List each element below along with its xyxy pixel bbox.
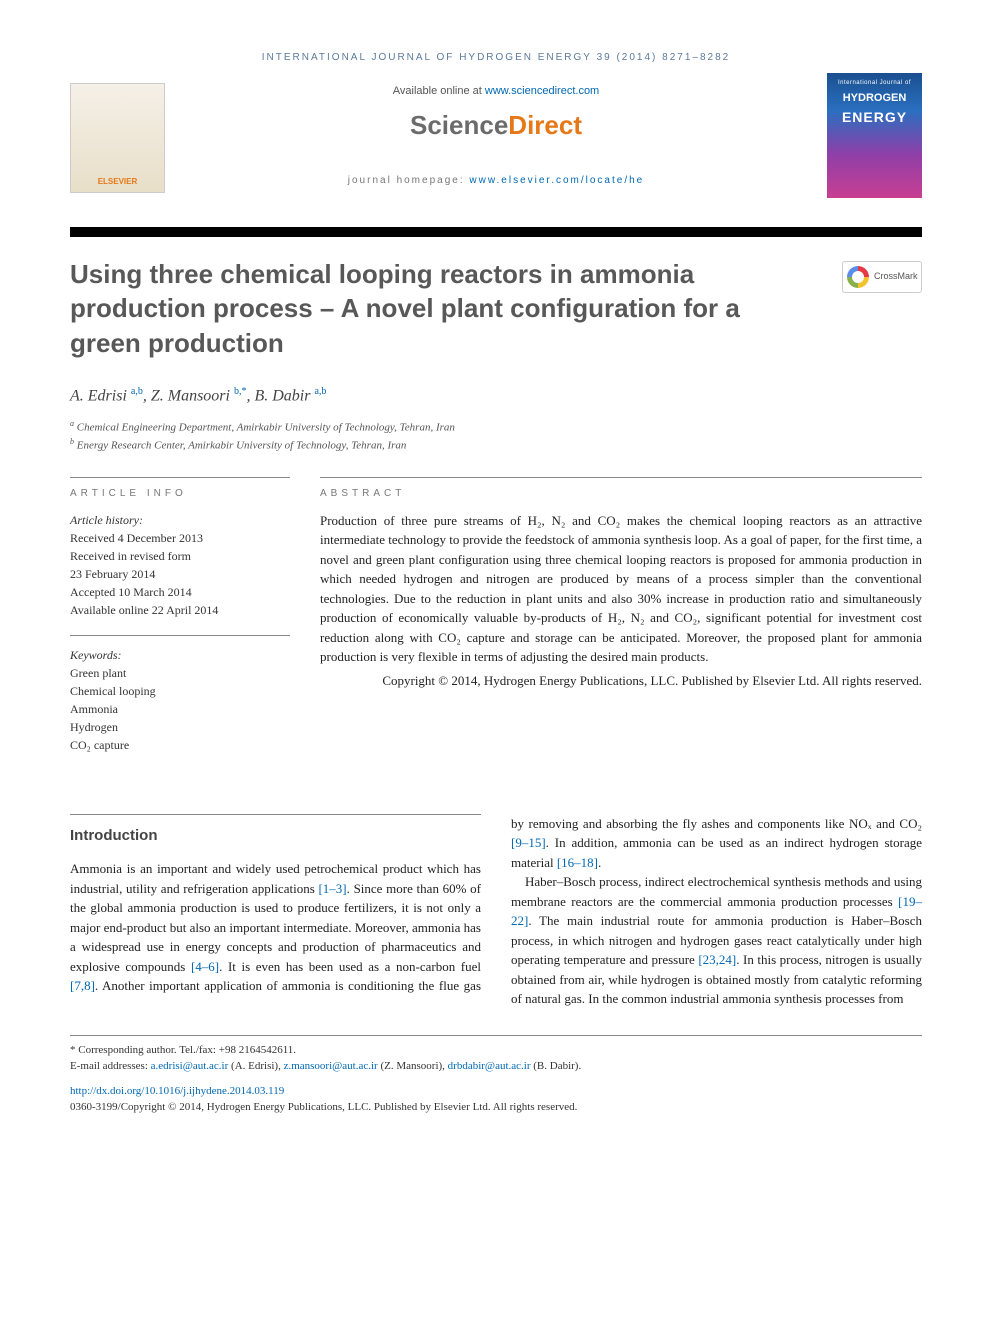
- affiliations: a Chemical Engineering Department, Amirk…: [70, 418, 922, 454]
- history-line: Available online 22 April 2014: [70, 601, 290, 619]
- copyright-line: 0360-3199/Copyright © 2014, Hydrogen Ene…: [70, 1099, 922, 1116]
- body-text: . Another important application of ammon…: [95, 978, 481, 993]
- author-list: A. Edrisi a,b, Z. Mansoori b,*, B. Dabir…: [70, 384, 922, 408]
- email-link[interactable]: a.edrisi@aut.ac.ir: [151, 1060, 229, 1072]
- telephone: Tel./fax: +98 2164542611.: [177, 1044, 296, 1056]
- divider-bar: [70, 227, 922, 237]
- history-line: 23 February 2014: [70, 565, 290, 583]
- cover-line2: HYDROGEN: [831, 90, 918, 107]
- cover-line1: International Journal of: [831, 79, 918, 88]
- crossmark-label: CrossMark: [874, 270, 918, 284]
- email-label: E-mail addresses:: [70, 1060, 151, 1072]
- keywords-label: Keywords:: [70, 646, 290, 664]
- article-title: Using three chemical looping reactors in…: [70, 257, 922, 360]
- body-text-columns: Introduction Ammonia is an important and…: [70, 814, 922, 1009]
- logo-part-science: Science: [410, 110, 508, 140]
- citation-link[interactable]: [16–18]: [557, 855, 598, 870]
- info-divider: [70, 635, 290, 636]
- keywords-block: Keywords: Green plantChemical loopingAmm…: [70, 646, 290, 754]
- citation-link[interactable]: [4–6]: [191, 959, 219, 974]
- journal-homepage-line: journal homepage: www.elsevier.com/locat…: [70, 173, 922, 188]
- keyword-lines: Green plantChemical loopingAmmoniaHydrog…: [70, 664, 290, 754]
- citation-link[interactable]: [7,8]: [70, 978, 95, 993]
- available-prefix: Available online at: [393, 85, 485, 97]
- available-online-line: Available online at www.sciencedirect.co…: [70, 83, 922, 100]
- abstract-label: ABSTRACT: [320, 477, 922, 501]
- sciencedirect-link[interactable]: www.sciencedirect.com: [485, 85, 599, 97]
- history-line: Accepted 10 March 2014: [70, 583, 290, 601]
- corresponding-author-note: * Corresponding author. Tel./fax: +98 21…: [70, 1042, 922, 1059]
- page-container: INTERNATIONAL JOURNAL OF HYDROGEN ENERGY…: [0, 0, 992, 1156]
- history-lines: Received 4 December 2013Received in revi…: [70, 529, 290, 619]
- footnotes: * Corresponding author. Tel./fax: +98 21…: [70, 1035, 922, 1116]
- abstract-copyright: Copyright © 2014, Hydrogen Energy Public…: [320, 671, 922, 691]
- doi-line: http://dx.doi.org/10.1016/j.ijhydene.201…: [70, 1083, 922, 1100]
- email-link[interactable]: drbdabir@aut.ac.ir: [448, 1060, 531, 1072]
- article-info-column: ARTICLE INFO Article history: Received 4…: [70, 477, 290, 754]
- homepage-prefix: journal homepage:: [348, 175, 470, 186]
- history-line: Received in revised form: [70, 547, 290, 565]
- citation-link[interactable]: [1–3]: [318, 881, 346, 896]
- elsevier-logo: ELSEVIER: [70, 83, 165, 193]
- affiliation-line: a Chemical Engineering Department, Amirk…: [70, 418, 922, 436]
- email-owner: (Z. Mansoori),: [378, 1060, 448, 1072]
- email-owner: (A. Edrisi),: [228, 1060, 283, 1072]
- citation-link[interactable]: [23,24]: [698, 952, 736, 967]
- sciencedirect-logo: ScienceDirect: [70, 106, 922, 145]
- title-block: Using three chemical looping reactors in…: [70, 257, 922, 360]
- abstract-column: ABSTRACT Production of three pure stream…: [320, 477, 922, 754]
- keyword-line: Green plant: [70, 664, 290, 682]
- body-paragraph: Haber–Bosch process, indirect electroche…: [511, 872, 922, 1009]
- article-info-label: ARTICLE INFO: [70, 477, 290, 501]
- cover-line3: ENERGY: [831, 107, 918, 128]
- abstract-text: Production of three pure streams of H₂, …: [320, 511, 922, 691]
- keyword-line: Chemical looping: [70, 682, 290, 700]
- journal-cover-thumbnail: International Journal of HYDROGEN ENERGY: [827, 73, 922, 198]
- keyword-line: Ammonia: [70, 700, 290, 718]
- email-link[interactable]: z.mansoori@aut.ac.ir: [284, 1060, 378, 1072]
- body-text: . It is even has been used as a non-carb…: [219, 959, 481, 974]
- history-label: Article history:: [70, 511, 290, 529]
- journal-homepage-link[interactable]: www.elsevier.com/locate/he: [469, 175, 644, 186]
- citation-link[interactable]: [9–15]: [511, 835, 546, 850]
- keyword-line: CO₂ capture: [70, 736, 290, 754]
- abstract-body: Production of three pure streams of H₂, …: [320, 513, 922, 665]
- doi-link[interactable]: http://dx.doi.org/10.1016/j.ijhydene.201…: [70, 1085, 284, 1097]
- article-history: Article history: Received 4 December 201…: [70, 511, 290, 619]
- section-heading-introduction: Introduction: [70, 814, 481, 848]
- body-text: .: [598, 855, 601, 870]
- info-abstract-row: ARTICLE INFO Article history: Received 4…: [70, 477, 922, 754]
- history-line: Received 4 December 2013: [70, 529, 290, 547]
- email-addresses-line: E-mail addresses: a.edrisi@aut.ac.ir (A.…: [70, 1058, 922, 1075]
- logo-part-direct: Direct: [508, 110, 582, 140]
- crossmark-icon: [847, 266, 869, 288]
- corresponding-label: * Corresponding author.: [70, 1044, 177, 1056]
- body-text: Haber–Bosch process, indirect electroche…: [511, 874, 922, 909]
- crossmark-badge[interactable]: CrossMark: [842, 261, 922, 293]
- affiliation-line: b Energy Research Center, Amirkabir Univ…: [70, 436, 922, 454]
- journal-header: ELSEVIER International Journal of HYDROG…: [70, 83, 922, 213]
- elsevier-label: ELSEVIER: [98, 176, 138, 188]
- body-text: by removing and absorbing the fly ashes …: [511, 816, 922, 831]
- keyword-line: Hydrogen: [70, 718, 290, 736]
- running-header: INTERNATIONAL JOURNAL OF HYDROGEN ENERGY…: [70, 50, 922, 65]
- email-owner: (B. Dabir).: [531, 1060, 582, 1072]
- running-header-text: INTERNATIONAL JOURNAL OF HYDROGEN ENERGY…: [262, 52, 730, 63]
